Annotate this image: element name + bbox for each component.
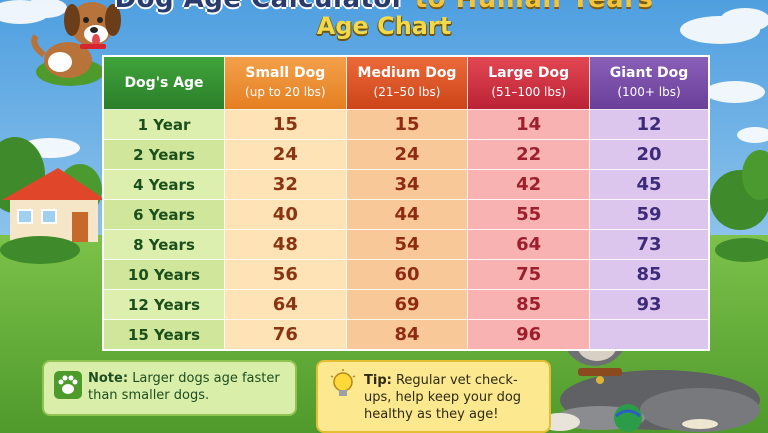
giant-dog-cell: 59 bbox=[589, 199, 710, 230]
header-medium-dog: Medium Dog (21–50 lbs) bbox=[345, 55, 469, 110]
large-dog-cell: 64 bbox=[467, 229, 590, 260]
table-row: 8 Years 48 54 64 73 bbox=[102, 229, 710, 260]
header-label: Small Dog bbox=[245, 65, 326, 81]
small-dog-cell: 40 bbox=[224, 199, 347, 230]
age-cell: 2 Years bbox=[102, 139, 225, 170]
small-dog-cell: 48 bbox=[224, 229, 347, 260]
page-title: Dog Age Calculator to Human Years bbox=[0, 0, 768, 14]
house-illustration bbox=[2, 168, 106, 242]
title-accent: to Human Years bbox=[415, 0, 654, 14]
table-header-row: Dog's Age Small Dog (up to 20 lbs) Mediu… bbox=[102, 55, 710, 110]
table-row: 10 Years 56 60 75 85 bbox=[102, 259, 710, 290]
medium-dog-cell: 24 bbox=[345, 139, 469, 170]
tip-text: Regular vet check-ups, help keep your do… bbox=[364, 373, 522, 422]
title-main: Dog Age Calculator bbox=[115, 0, 406, 14]
small-dog-cell: 24 bbox=[224, 139, 347, 170]
lightbulb-icon bbox=[330, 369, 356, 396]
medium-dog-cell: 84 bbox=[345, 319, 469, 351]
age-cell: 10 Years bbox=[102, 259, 225, 290]
note-text: Larger dogs age faster than smaller dogs… bbox=[88, 371, 280, 403]
giant-dog-cell: 20 bbox=[589, 139, 710, 170]
table-row: 4 Years 32 34 42 45 bbox=[102, 169, 710, 200]
header-label: Giant Dog bbox=[609, 65, 689, 81]
age-cell: 15 Years bbox=[102, 319, 225, 351]
table-row: 1 Year 15 15 14 12 bbox=[102, 109, 710, 140]
large-dog-cell: 96 bbox=[467, 319, 590, 351]
small-dog-cell: 56 bbox=[224, 259, 347, 290]
header-label: Dog's Age bbox=[124, 74, 204, 91]
header-label: Medium Dog bbox=[357, 65, 457, 81]
page-subtitle: Age Chart bbox=[316, 12, 452, 40]
trees-right bbox=[710, 150, 768, 230]
age-chart-table: Dog's Age Small Dog (up to 20 lbs) Mediu… bbox=[102, 55, 710, 351]
giant-dog-cell: 45 bbox=[589, 169, 710, 200]
table-row: 15 Years 76 84 96 bbox=[102, 319, 710, 351]
header-label: Large Dog bbox=[488, 65, 570, 81]
large-dog-cell: 75 bbox=[467, 259, 590, 290]
tip-box: Tip: Regular vet check-ups, help keep yo… bbox=[316, 360, 551, 433]
medium-dog-cell: 60 bbox=[345, 259, 469, 290]
giant-dog-cell: 85 bbox=[589, 259, 710, 290]
large-dog-cell: 42 bbox=[467, 169, 590, 200]
large-dog-cell: 22 bbox=[467, 139, 590, 170]
note-label: Note: bbox=[88, 371, 129, 386]
small-dog-cell: 76 bbox=[224, 319, 347, 351]
large-dog-cell: 14 bbox=[467, 109, 590, 140]
table-row: 12 Years 64 69 85 93 bbox=[102, 289, 710, 320]
header-size-range: (51–100 lbs) bbox=[491, 85, 566, 99]
giant-dog-cell: 73 bbox=[589, 229, 710, 260]
table-row: 6 Years 40 44 55 59 bbox=[102, 199, 710, 230]
header-large-dog: Large Dog (51–100 lbs) bbox=[467, 55, 590, 110]
medium-dog-cell: 54 bbox=[345, 229, 469, 260]
medium-dog-cell: 34 bbox=[345, 169, 469, 200]
age-cell: 4 Years bbox=[102, 169, 225, 200]
tip-label: Tip: bbox=[364, 373, 392, 388]
large-dog-cell: 85 bbox=[467, 289, 590, 320]
header-size-range: (up to 20 lbs) bbox=[245, 85, 326, 99]
giant-dog-cell bbox=[589, 319, 710, 351]
header-dogs-age: Dog's Age bbox=[102, 55, 225, 110]
medium-dog-cell: 15 bbox=[345, 109, 469, 140]
header-giant-dog: Giant Dog (100+ lbs) bbox=[589, 55, 710, 110]
header-size-range: (21–50 lbs) bbox=[373, 85, 441, 99]
age-cell: 12 Years bbox=[102, 289, 225, 320]
header-small-dog: Small Dog (up to 20 lbs) bbox=[224, 55, 347, 110]
small-dog-cell: 64 bbox=[224, 289, 347, 320]
medium-dog-cell: 69 bbox=[345, 289, 469, 320]
age-cell: 6 Years bbox=[102, 199, 225, 230]
paw-icon bbox=[54, 371, 82, 399]
giant-dog-cell: 12 bbox=[589, 109, 710, 140]
header-size-range: (100+ lbs) bbox=[617, 85, 681, 99]
table-row: 2 Years 24 24 22 20 bbox=[102, 139, 710, 170]
giant-dog-cell: 93 bbox=[589, 289, 710, 320]
puppy-illustration bbox=[31, 2, 121, 86]
small-dog-cell: 15 bbox=[224, 109, 347, 140]
age-cell: 8 Years bbox=[102, 229, 225, 260]
small-dog-cell: 32 bbox=[224, 169, 347, 200]
large-dog-cell: 55 bbox=[467, 199, 590, 230]
medium-dog-cell: 44 bbox=[345, 199, 469, 230]
note-box: Note: Larger dogs age faster than smalle… bbox=[42, 360, 297, 416]
age-cell: 1 Year bbox=[102, 109, 225, 140]
